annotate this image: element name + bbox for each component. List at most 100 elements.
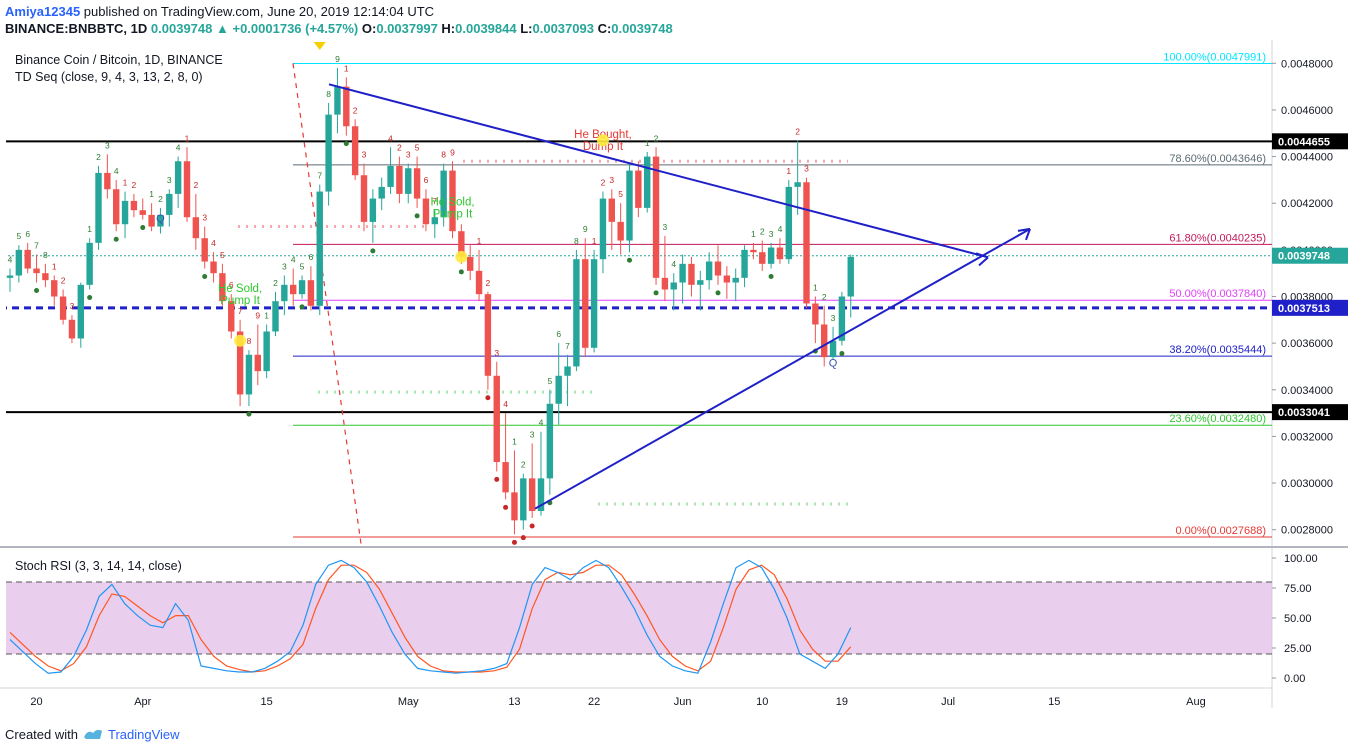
candle-body	[272, 301, 279, 332]
price-change: +0.0001736 (+4.57%)	[232, 21, 359, 36]
time-axis-label: 22	[588, 696, 600, 708]
td-count-label: 1	[185, 133, 190, 143]
annotation-marker-icon	[455, 250, 468, 263]
td-signal-dot	[627, 257, 632, 263]
price-badge	[1272, 133, 1348, 150]
td-count-label: 5	[618, 189, 623, 199]
td-signal-dot	[140, 225, 146, 231]
td-count-label: 2	[760, 227, 765, 237]
time-axis-label: 15	[261, 696, 273, 708]
time-axis-label: 10	[756, 696, 768, 708]
candle-body	[449, 170, 456, 232]
candle-body	[281, 284, 288, 302]
td-count-label: 2	[193, 180, 198, 190]
price-tick-label: 0.0044000	[1281, 152, 1333, 164]
candle-body	[422, 198, 430, 225]
candle-body	[325, 114, 332, 192]
price-chart[interactable]: 0.0028000 0.0030000 0.0032000 0.0034000 0.00…	[0, 40, 1348, 722]
candle-body	[166, 193, 173, 215]
candle-body	[458, 231, 465, 257]
candle-body	[307, 280, 315, 306]
candle-body	[475, 270, 483, 295]
candle-body	[51, 280, 58, 297]
fib-level-label: 0.00%(0.0027688)	[1175, 525, 1266, 537]
candle-body	[113, 189, 120, 225]
candle-body	[723, 275, 731, 283]
top-marker-icon	[313, 42, 326, 50]
td-count-label: 2	[654, 133, 659, 143]
candle-body	[6, 275, 14, 278]
candle-body	[838, 296, 846, 341]
candle-body	[582, 259, 589, 348]
candle-body	[821, 324, 828, 358]
annotation-text: Pump It	[220, 295, 260, 307]
candle-body	[617, 221, 624, 241]
fib-level-label: 50.00%(0.0037840)	[1169, 288, 1266, 300]
td-count-label: 2	[486, 278, 491, 288]
td-signal-dot	[839, 350, 845, 356]
candle-body	[210, 261, 217, 274]
candle-body	[343, 86, 350, 127]
arrow-head-icon	[1017, 227, 1031, 241]
td-count-label: 5	[415, 143, 420, 153]
candle-body	[732, 277, 739, 283]
candle-body	[290, 284, 297, 295]
time-axis-label: May	[398, 696, 419, 708]
td-signal-dot	[414, 213, 420, 219]
symbol-label: BINANCE:BNBBTC, 1D	[5, 21, 148, 36]
td-count-label: 4	[778, 224, 783, 234]
ascending-trendline	[534, 228, 1031, 510]
candle-body	[626, 170, 633, 241]
descending-trendline	[328, 83, 989, 259]
time-axis-label: 13	[508, 696, 520, 708]
candle-body	[688, 263, 695, 285]
candle-body	[157, 214, 164, 227]
author-name[interactable]: Amiya12345	[5, 4, 81, 19]
candle-body	[829, 340, 837, 358]
candle-body	[369, 198, 377, 222]
td-signal-dot	[458, 269, 464, 275]
td-count-label: 9	[255, 310, 260, 320]
time-axis-label: Aug	[1186, 696, 1206, 708]
td-count-label: 3	[406, 150, 411, 160]
tradingview-brand[interactable]: TradingView	[107, 726, 180, 742]
td-count-label: 9	[583, 224, 588, 234]
td-count-label: 1	[264, 310, 269, 320]
candle-body	[546, 403, 554, 479]
td-count-label: 1	[344, 63, 349, 73]
td-count-label: 5	[547, 376, 552, 386]
td-count-label: 1	[512, 436, 517, 446]
td-count-label: 4	[8, 255, 13, 265]
td-q-label: Q	[156, 213, 165, 225]
candle-body	[803, 182, 810, 304]
td-count-label: 2	[353, 105, 358, 115]
price-tick-label: 0.0030000	[1281, 478, 1333, 490]
td-count-label: 6	[556, 329, 561, 339]
candle-body	[95, 172, 102, 243]
td-count-label: 1	[52, 262, 57, 272]
candle-body	[484, 294, 492, 376]
candle-body	[183, 161, 191, 218]
td-count-label: 5	[300, 262, 305, 272]
candle-body	[387, 165, 394, 187]
td-count-label: 1	[786, 166, 791, 176]
price-tick-label: 0.0036000	[1281, 338, 1333, 350]
candle-body	[413, 168, 421, 199]
td-count-label: 3	[105, 140, 110, 150]
arrow-head-icon	[975, 252, 989, 267]
low-label: L:	[520, 21, 533, 36]
td-count-label: 3	[831, 313, 836, 323]
candle-body	[263, 331, 270, 372]
candle-body	[59, 296, 67, 320]
candle-body	[467, 256, 474, 271]
candle-body	[555, 375, 562, 404]
price-badge	[1272, 299, 1348, 316]
price-badge-label: 0.0037513	[1278, 303, 1330, 315]
td-count-label: 2	[158, 194, 163, 204]
candle-body	[750, 249, 757, 253]
td-count-label: 9	[335, 54, 340, 64]
tradingview-logo-icon	[82, 727, 104, 741]
candle-body	[599, 198, 607, 260]
candle-body	[201, 238, 208, 262]
candle-body	[537, 478, 545, 512]
